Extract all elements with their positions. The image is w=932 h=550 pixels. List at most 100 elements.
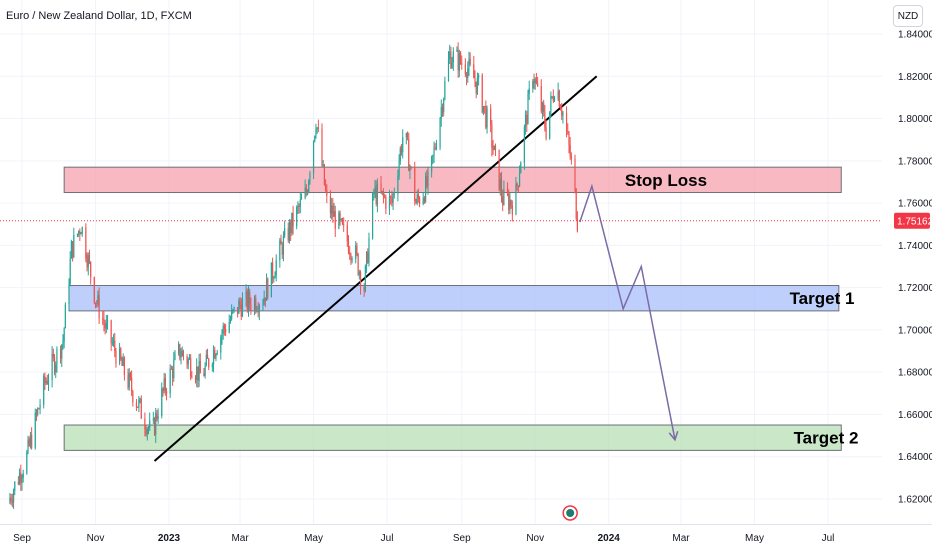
candle-body [576,218,579,232]
candle-body [503,188,505,205]
candle-body [415,201,417,204]
candle-body [461,62,463,65]
candle-body [253,298,256,310]
candle-body [231,310,233,320]
candle-body [247,291,250,310]
candle-body [178,344,180,354]
candle-body [188,358,191,360]
currency-button[interactable]: NZD [893,5,923,27]
candle-body [27,439,29,453]
candle-body [208,358,210,368]
candle-body [215,354,217,359]
candle-body [444,81,446,99]
candle-body [537,83,539,86]
candle-body [553,98,556,101]
candle-body [476,77,479,94]
candle-body [323,164,326,185]
currency-label: NZD [897,10,919,22]
candle-body [153,418,156,435]
candle-body [356,245,358,254]
candle-body [214,349,216,359]
candle-body [273,278,275,280]
candle-body [359,272,362,287]
candle-body [194,377,197,380]
candle-body [557,90,559,99]
y-tick-label: 1.76000 [898,199,932,210]
candle-body [228,321,230,333]
x-tick-label: Mar [231,533,249,544]
candle-body [131,377,133,392]
candle-body [449,51,451,59]
candle-body [498,149,500,190]
candle-body [405,132,407,138]
candle-body [282,236,285,255]
price-scale-bg[interactable] [882,0,932,550]
trendline[interactable] [153,75,598,462]
candle-body [300,198,303,200]
candle-body [249,291,251,305]
candle-body [53,356,56,373]
candle-body [146,428,148,435]
projection-path[interactable] [579,183,676,440]
candle-body [198,361,200,381]
target-2-zone[interactable] [63,424,842,451]
x-tick-label: Nov [526,533,544,544]
candle-body [262,304,264,306]
candle-body [169,368,171,394]
candle-body [305,187,307,194]
candle-body [485,106,487,128]
candle-body [475,81,477,94]
y-tick-label: 1.84000 [898,30,932,41]
candle-body [459,52,462,63]
chart-title: Euro / New Zealand Dollar, 1D, FXCM [6,10,192,22]
candle-body [139,398,141,400]
candle-body [10,497,12,502]
candle-body [182,350,185,357]
candle-body [331,205,333,214]
candle-body [549,111,551,139]
candle-body [380,183,382,193]
candle-body [520,162,522,174]
candle-body [51,353,53,381]
candle-body [490,108,492,126]
candle-body [373,192,375,194]
x-tick-label: May [304,533,323,544]
candle-body [20,472,22,483]
candle-body [9,497,11,504]
target-1-zone[interactable] [68,285,840,312]
candle-body [204,365,206,377]
candle-body [76,233,79,235]
y-tick-label: 1.68000 [898,368,932,379]
candle-body [45,381,47,383]
candle-body [62,341,64,345]
candle-body [222,325,224,334]
candle-body [190,358,192,377]
candle-body [534,79,536,84]
price-zones [63,166,842,451]
zone-labels: Stop Loss Target 1 Target 2 [625,171,859,448]
candle-body [38,408,40,410]
candle-body [309,173,311,181]
candle-body [199,361,201,374]
candle-body [388,196,391,209]
candle-body [575,188,577,219]
candle-body [355,245,357,259]
candle-body [216,352,218,355]
candle-body [517,185,519,187]
candle-body [157,416,159,419]
candle-body [486,108,488,128]
candle-body [103,319,105,324]
candle-body [255,298,257,311]
stop-loss-zone[interactable] [63,166,842,194]
candle-body [397,176,399,194]
candle-body [431,156,433,172]
candle-body [287,228,289,241]
candle-body [561,110,563,116]
candle-body [332,205,334,217]
candle-body [425,176,427,202]
candle-body [492,148,494,150]
candle-body [37,408,39,415]
candle-body [482,106,485,113]
